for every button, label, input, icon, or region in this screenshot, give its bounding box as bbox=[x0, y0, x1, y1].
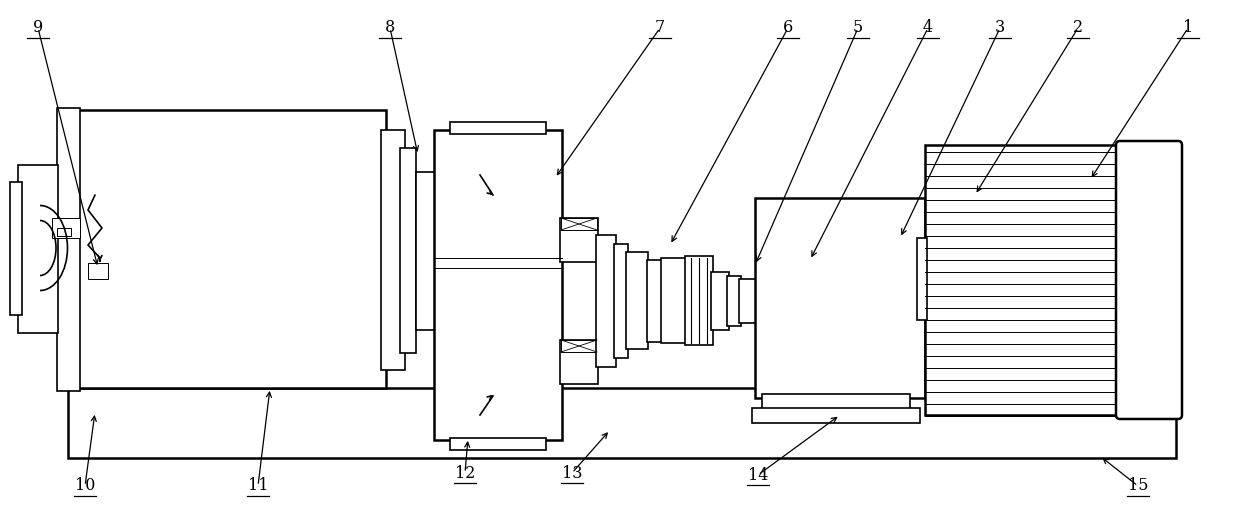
Text: 2: 2 bbox=[1073, 20, 1083, 36]
Bar bbox=[560, 340, 598, 384]
Bar bbox=[19, 165, 58, 333]
Bar bbox=[727, 276, 742, 326]
Bar bbox=[918, 238, 928, 320]
Text: 8: 8 bbox=[384, 20, 396, 36]
Bar bbox=[450, 122, 546, 134]
Text: 7: 7 bbox=[655, 20, 665, 36]
Bar bbox=[626, 252, 649, 349]
Bar bbox=[78, 110, 386, 388]
Text: 9: 9 bbox=[33, 20, 43, 36]
Bar bbox=[10, 182, 22, 315]
Bar bbox=[614, 244, 627, 358]
Text: 11: 11 bbox=[248, 478, 268, 494]
Bar bbox=[434, 130, 562, 440]
Bar bbox=[450, 438, 546, 450]
Text: 5: 5 bbox=[853, 20, 863, 36]
Text: 14: 14 bbox=[748, 467, 769, 484]
Text: 1: 1 bbox=[1183, 20, 1193, 36]
Bar bbox=[763, 394, 910, 412]
Text: 6: 6 bbox=[782, 20, 794, 36]
Bar bbox=[401, 148, 415, 353]
Bar bbox=[52, 218, 81, 238]
Bar bbox=[647, 260, 663, 342]
Bar bbox=[57, 108, 81, 391]
Text: 12: 12 bbox=[455, 465, 475, 482]
Bar bbox=[68, 388, 1176, 458]
Bar bbox=[560, 218, 596, 230]
Bar bbox=[739, 279, 756, 323]
Text: 3: 3 bbox=[994, 20, 1006, 36]
Bar bbox=[661, 258, 687, 343]
FancyBboxPatch shape bbox=[1116, 141, 1182, 419]
Bar bbox=[381, 130, 405, 370]
Bar bbox=[415, 172, 436, 330]
Bar bbox=[57, 228, 71, 236]
Text: 13: 13 bbox=[562, 465, 583, 482]
Text: 10: 10 bbox=[74, 478, 95, 494]
Text: 15: 15 bbox=[1127, 478, 1148, 494]
Text: 4: 4 bbox=[923, 20, 932, 36]
Bar bbox=[596, 235, 616, 367]
Bar bbox=[925, 145, 1120, 415]
Bar bbox=[560, 218, 598, 262]
Bar bbox=[751, 408, 920, 423]
Bar bbox=[560, 340, 596, 352]
Bar bbox=[88, 263, 108, 279]
Bar bbox=[755, 198, 925, 398]
Bar bbox=[711, 272, 729, 330]
Bar bbox=[684, 256, 713, 345]
